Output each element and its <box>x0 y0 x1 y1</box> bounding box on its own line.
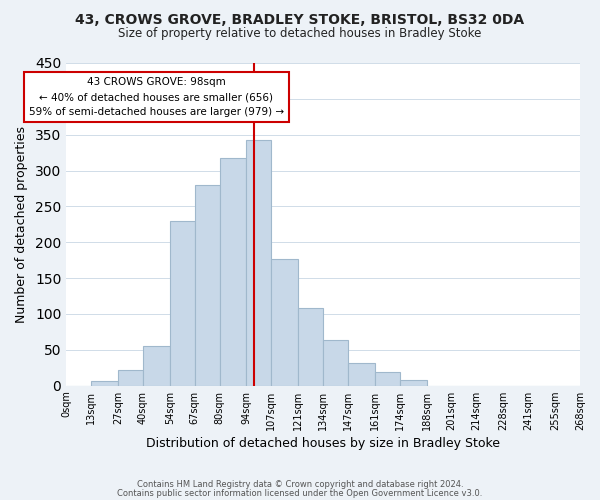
Bar <box>323 340 348 386</box>
Text: 43, CROWS GROVE, BRADLEY STOKE, BRISTOL, BS32 0DA: 43, CROWS GROVE, BRADLEY STOKE, BRISTOL,… <box>76 12 524 26</box>
Bar <box>118 370 143 386</box>
Text: 43 CROWS GROVE: 98sqm
← 40% of detached houses are smaller (656)
59% of semi-det: 43 CROWS GROVE: 98sqm ← 40% of detached … <box>29 78 284 117</box>
Bar <box>298 308 323 386</box>
Text: Contains public sector information licensed under the Open Government Licence v3: Contains public sector information licen… <box>118 488 482 498</box>
Bar <box>247 140 271 386</box>
Bar <box>170 221 194 386</box>
Bar <box>220 158 247 386</box>
Bar <box>271 259 298 386</box>
Bar <box>91 382 118 386</box>
Bar <box>194 185 220 386</box>
Y-axis label: Number of detached properties: Number of detached properties <box>15 126 28 323</box>
Bar <box>348 362 375 386</box>
Text: Contains HM Land Registry data © Crown copyright and database right 2024.: Contains HM Land Registry data © Crown c… <box>137 480 463 489</box>
Bar <box>375 372 400 386</box>
Bar <box>400 380 427 386</box>
X-axis label: Distribution of detached houses by size in Bradley Stoke: Distribution of detached houses by size … <box>146 437 500 450</box>
Bar <box>143 346 170 386</box>
Text: Size of property relative to detached houses in Bradley Stoke: Size of property relative to detached ho… <box>118 28 482 40</box>
